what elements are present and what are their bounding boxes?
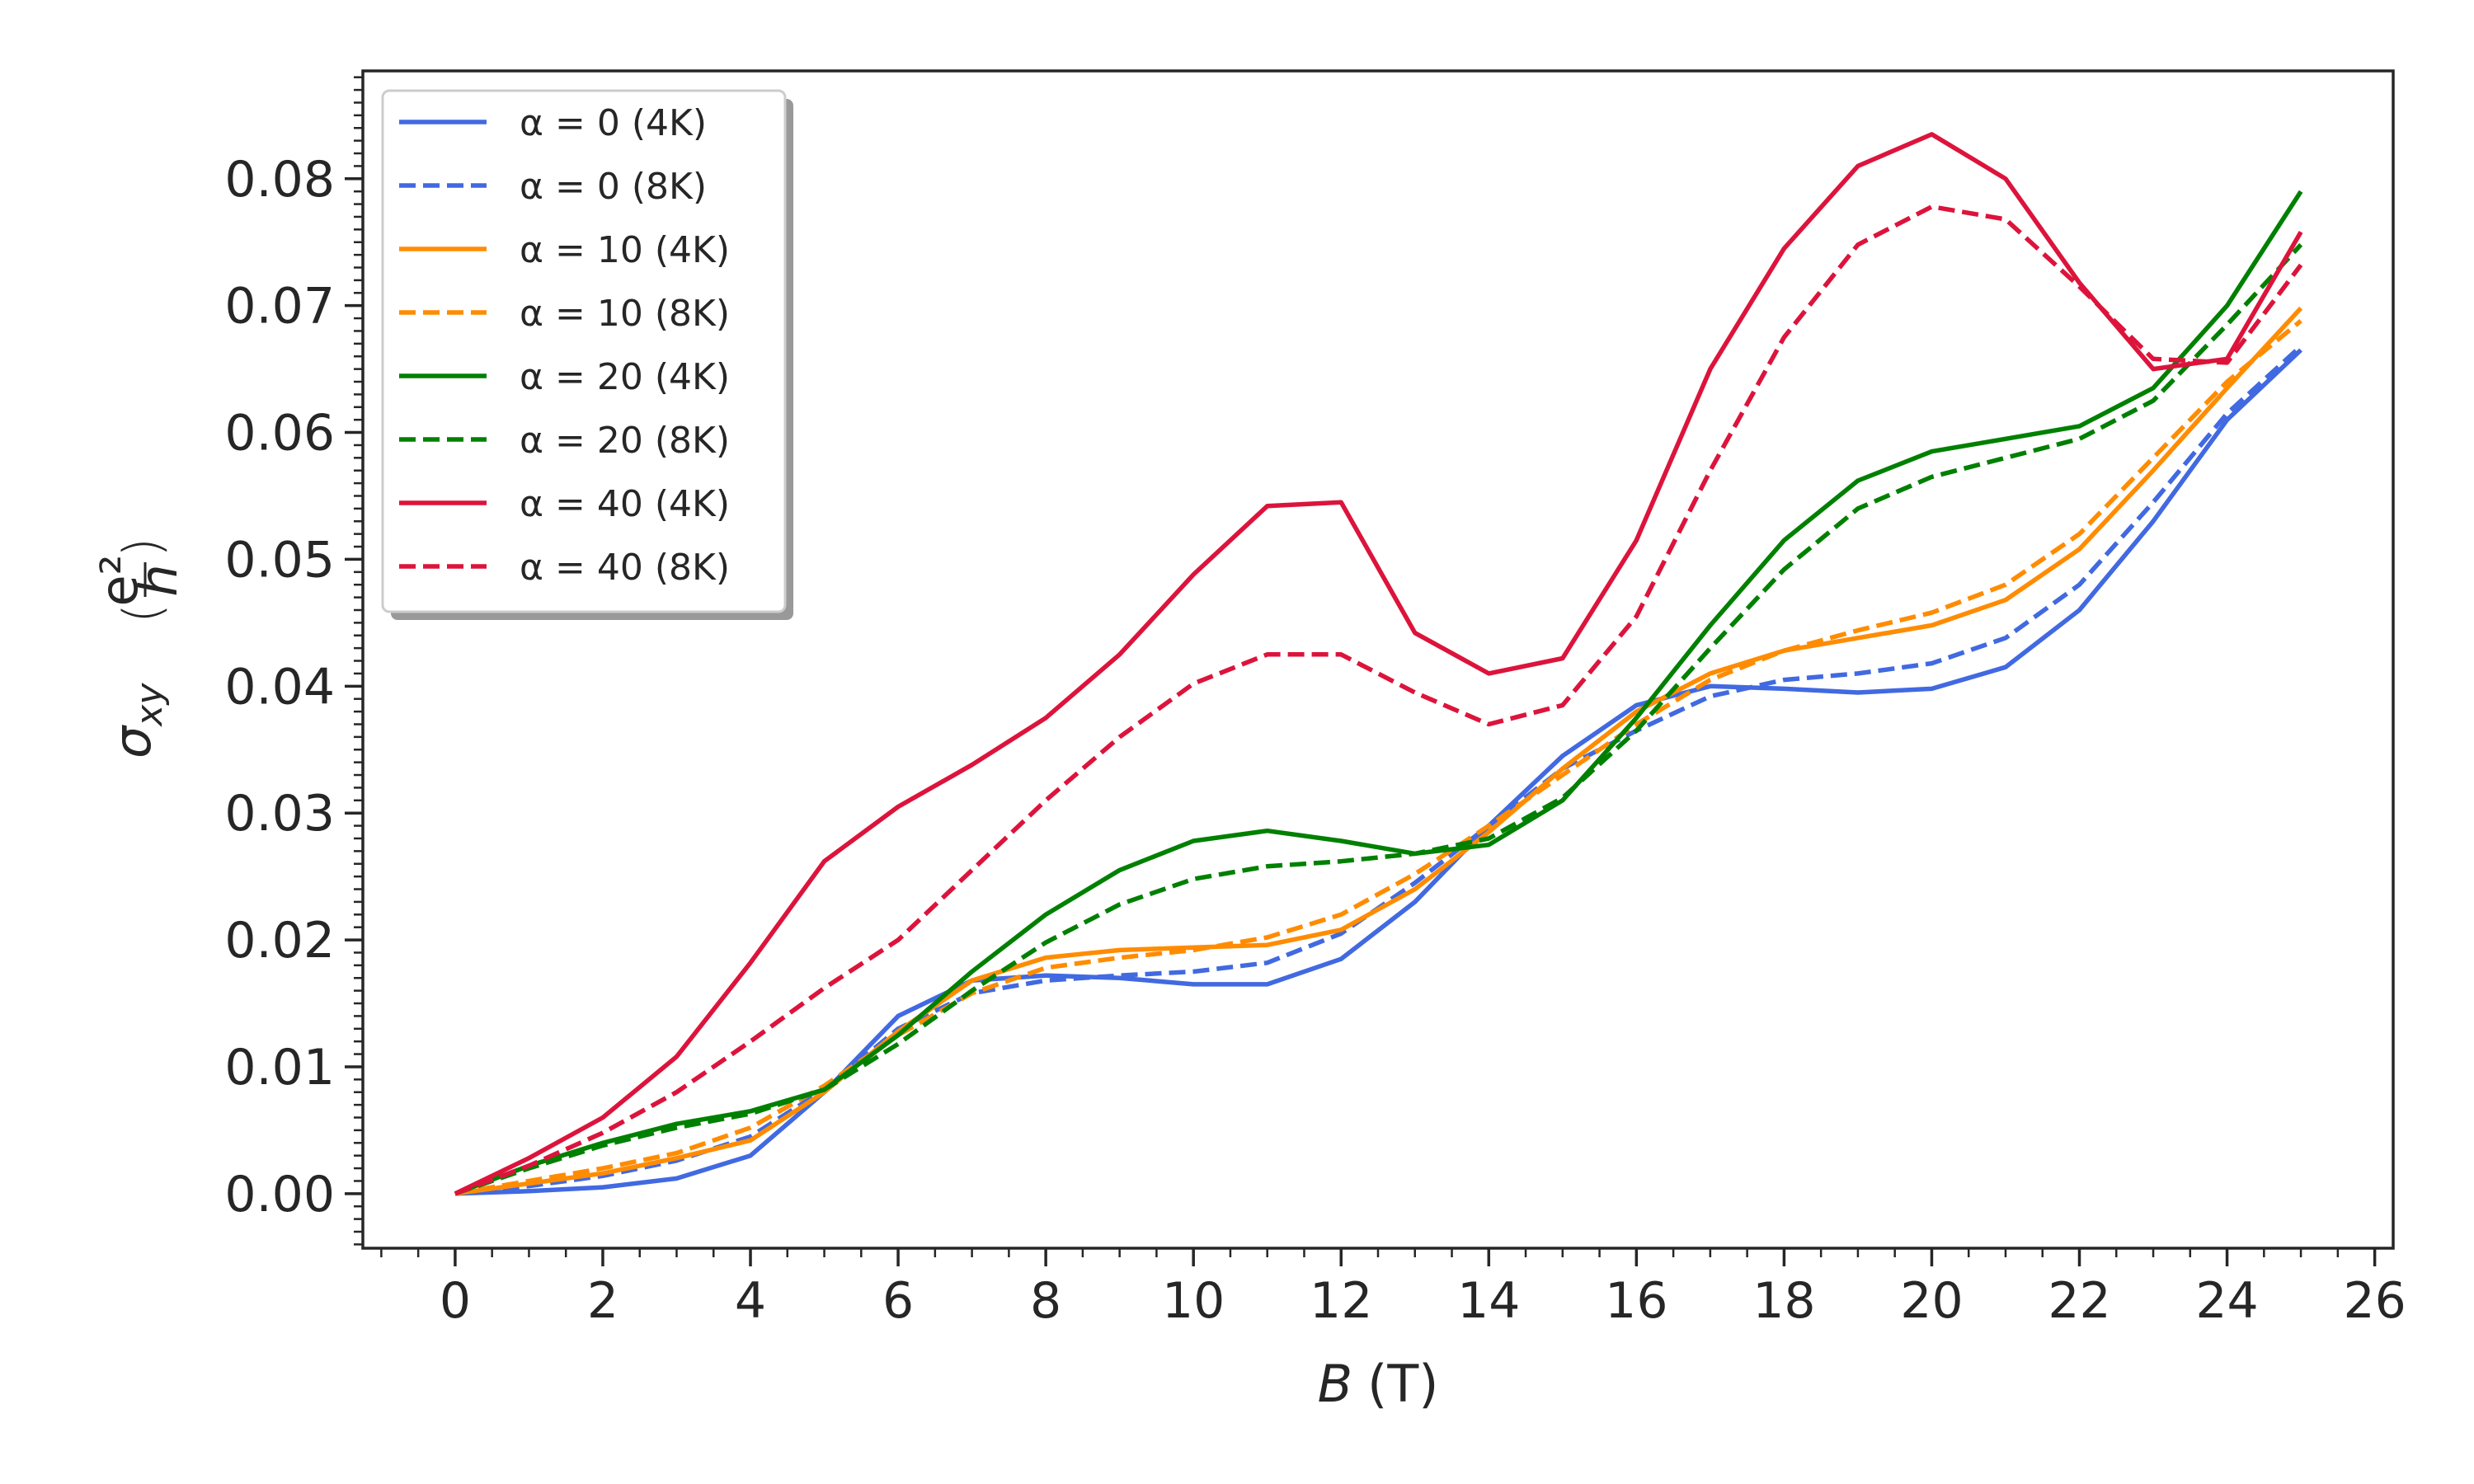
series-line [454, 348, 2302, 1196]
y-tick-label: 0.07 [224, 278, 335, 336]
y-tick-label: 0.03 [224, 785, 335, 843]
y-axis-symbol: σ [102, 725, 162, 758]
legend-label: α = 0 (8K) [520, 166, 707, 208]
y-tick-labels: 0.00 0.01 0.02 0.03 0.04 0.05 0.06 0.07 0.08 [224, 151, 335, 1223]
legend-label: α = 40 (4K) [520, 483, 730, 525]
y-tick-label: 0.02 [224, 912, 335, 970]
x-tick-label: 16 [1605, 1272, 1667, 1330]
y-tick-label: 0.04 [224, 658, 335, 716]
series-line [454, 318, 2302, 1196]
plot-area [454, 132, 2303, 1196]
x-tick-label: 8 [1030, 1272, 1061, 1330]
svg-text:(: ( [112, 603, 172, 623]
x-tick-label: 26 [2343, 1272, 2406, 1330]
y-axis-subscript: xy [129, 683, 171, 728]
x-tick-label: 22 [2048, 1272, 2110, 1330]
x-tick-label: 10 [1162, 1272, 1225, 1330]
y-tick-label: 0.00 [224, 1166, 335, 1223]
x-tick-label: 20 [1900, 1272, 1963, 1330]
x-tick-label: 24 [2195, 1272, 2258, 1330]
svg-text:): ) [112, 538, 172, 557]
x-tick-label: 14 [1457, 1272, 1520, 1330]
x-tick-label: 18 [1752, 1272, 1815, 1330]
y-tick-label: 0.01 [224, 1039, 335, 1097]
y-axis-denominator: h [129, 564, 189, 596]
legend-label: α = 10 (8K) [520, 293, 730, 335]
y-tick-label: 0.05 [224, 531, 335, 589]
legend-label: α = 20 (4K) [520, 356, 730, 398]
legend-label: α = 0 (4K) [520, 102, 707, 144]
series-line [454, 242, 2303, 1196]
y-axis-numerator: e² [89, 555, 149, 607]
legend-label: α = 10 (4K) [520, 229, 730, 271]
x-tick-labels: 0 2 4 6 8 10 12 14 16 18 20 22 24 26 [440, 1272, 2406, 1330]
x-tick-label: 12 [1310, 1272, 1372, 1330]
tick-marks [345, 76, 2377, 1266]
series-line [454, 204, 2303, 1196]
legend: α = 0 (4K) α = 0 (8K) α = 10 (4K) α = 10 (8… [381, 89, 793, 620]
x-tick-label: 4 [735, 1272, 766, 1330]
y-tick-label: 0.08 [224, 151, 335, 209]
legend-box [381, 89, 787, 613]
legend-label: α = 40 (8K) [520, 547, 730, 589]
series-line [454, 132, 2303, 1196]
series-line [454, 306, 2303, 1196]
x-tick-label: 6 [882, 1272, 914, 1330]
x-tick-label: 2 [587, 1272, 618, 1330]
legend-label: α = 20 (8K) [520, 420, 730, 462]
x-axis-title: B (T) [1318, 1354, 1439, 1414]
x-tick-label: 0 [440, 1272, 471, 1330]
svg-text:σxy: σxy [102, 683, 171, 758]
y-axis-title: σxy ( e² h ) [89, 538, 189, 758]
plot-frame [361, 69, 2395, 1250]
y-tick-label: 0.06 [224, 405, 335, 463]
